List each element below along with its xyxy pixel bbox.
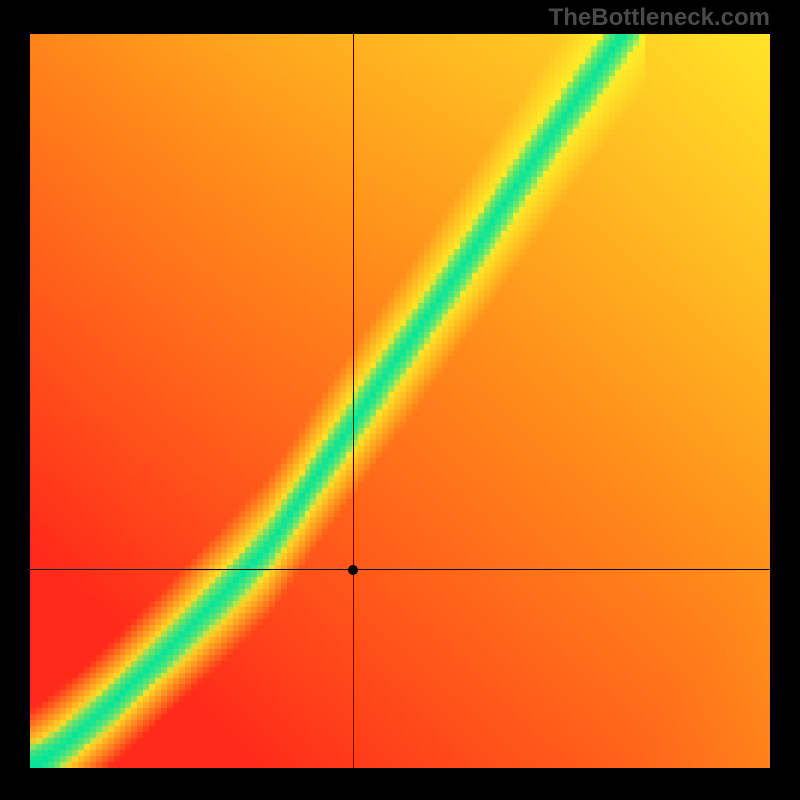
watermark-text: TheBottleneck.com	[549, 4, 770, 32]
crosshair-horizontal-line	[30, 569, 770, 570]
crosshair-vertical-line	[353, 34, 354, 768]
heatmap-canvas	[30, 34, 770, 768]
plot-area	[30, 34, 770, 768]
stage: TheBottleneck.com	[0, 0, 800, 800]
